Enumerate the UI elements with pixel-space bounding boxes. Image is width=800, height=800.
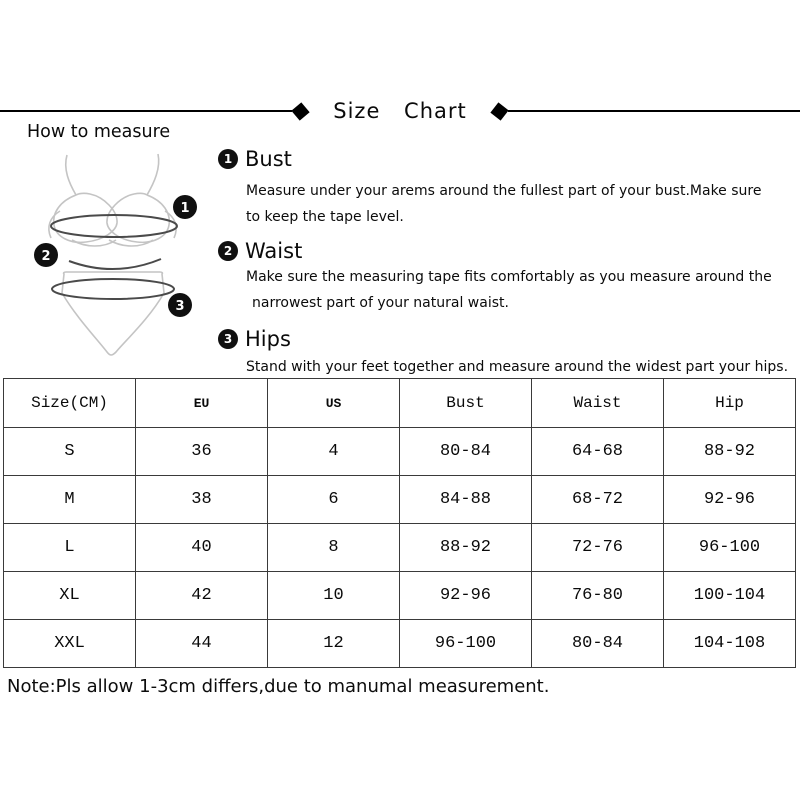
cell-hip: 88-92 [663, 427, 796, 476]
cell-bust: 88-92 [399, 523, 532, 572]
section-hips-heading: 3 Hips [218, 326, 798, 352]
divider-line-left [0, 110, 293, 112]
title-divider: Size Chart [0, 98, 800, 124]
table-row-s: S 36 4 80-84 64-68 88-92 [3, 427, 796, 476]
size-table-header-row: Size(CM) EU US Bust Waist Hip [3, 378, 796, 428]
bikini-bottom-drawing [61, 271, 165, 356]
cell-eu: 42 [135, 571, 268, 620]
measurement-note: Note:Pls allow 1-3cm differs,due to manu… [7, 676, 550, 697]
cell-us: 8 [267, 523, 400, 572]
section-bust-line-2: to keep the tape level. [246, 209, 404, 225]
section-waist: 2 Waist Make sure the measuring tape fit… [218, 238, 798, 316]
table-row-xl: XL 42 10 92-96 76-80 100-104 [3, 571, 796, 620]
cell-eu: 44 [135, 619, 268, 668]
cell-size: XL [3, 571, 136, 620]
step-2-badge-icon: 2 [218, 241, 238, 261]
column-header-bust: Bust [399, 378, 532, 428]
illustration-step-2-badge: 2 [34, 243, 58, 267]
cell-bust: 92-96 [399, 571, 532, 620]
cell-us: 12 [267, 619, 400, 668]
column-header-size: Size(CM) [3, 378, 136, 428]
cell-eu: 40 [135, 523, 268, 572]
section-waist-line-2: narrowest part of your natural waist. [252, 295, 509, 311]
step-1-badge-icon: 1 [218, 149, 238, 169]
diamond-icon-left [291, 101, 310, 121]
illustration-step-1-badge: 1 [173, 195, 197, 219]
divider-line-right [507, 110, 800, 112]
cell-waist: 68-72 [531, 475, 664, 524]
cell-bust: 84-88 [399, 475, 532, 524]
cell-hip: 96-100 [663, 523, 796, 572]
cell-size: XXL [3, 619, 136, 668]
cell-us: 4 [267, 427, 400, 476]
svg-text:3: 3 [175, 299, 184, 314]
cell-bust: 80-84 [399, 427, 532, 476]
cell-hip: 92-96 [663, 475, 796, 524]
cell-bust: 96-100 [399, 619, 532, 668]
cell-waist: 72-76 [531, 523, 664, 572]
cell-waist: 80-84 [531, 619, 664, 668]
section-waist-line-1: Make sure the measuring tape fits comfor… [246, 269, 772, 285]
cell-us: 10 [267, 571, 400, 620]
column-header-waist: Waist [531, 378, 664, 428]
table-row-l: L 40 8 88-92 72-76 96-100 [3, 523, 796, 572]
table-row-xxl: XXL 44 12 96-100 80-84 104-108 [3, 619, 796, 668]
section-bust: 1 Bust Measure under your arems around t… [218, 146, 798, 230]
cell-waist: 76-80 [531, 571, 664, 620]
page-title: Size Chart [333, 99, 467, 123]
cell-eu: 38 [135, 475, 268, 524]
section-title: Bust [245, 147, 292, 171]
illustration-step-3-badge: 3 [168, 293, 192, 317]
step-3-badge-icon: 3 [218, 329, 238, 349]
column-header-hip: Hip [663, 378, 796, 428]
section-title: Hips [245, 327, 291, 351]
cell-size: L [3, 523, 136, 572]
table-row-m: M 38 6 84-88 68-72 92-96 [3, 475, 796, 524]
section-bust-line-1: Measure under your arems around the full… [246, 183, 762, 199]
waist-tape-arc [68, 258, 162, 270]
bikini-measure-illustration: 1 2 3 [34, 153, 197, 356]
cell-hip: 104-108 [663, 619, 796, 668]
diamond-icon-right [490, 101, 509, 121]
measure-instructions: 1 Bust Measure under your arems around t… [218, 146, 798, 380]
cell-size: S [3, 427, 136, 476]
section-hips-line-1: Stand with your feet together and measur… [246, 359, 789, 375]
section-bust-heading: 1 Bust [218, 146, 798, 172]
section-waist-heading: 2 Waist [218, 238, 798, 264]
svg-text:2: 2 [41, 249, 50, 264]
section-title: Waist [245, 239, 303, 263]
size-table: Size(CM) EU US Bust Waist Hip S 36 4 80-… [3, 378, 796, 668]
cell-hip: 100-104 [663, 571, 796, 620]
section-hips: 3 Hips Stand with your feet together and… [218, 326, 798, 380]
cell-waist: 64-68 [531, 427, 664, 476]
cell-eu: 36 [135, 427, 268, 476]
cell-size: M [3, 475, 136, 524]
bikini-top-drawing [48, 153, 177, 247]
svg-text:1: 1 [180, 201, 189, 216]
column-header-eu: EU [135, 378, 268, 428]
column-header-us: US [267, 378, 400, 428]
hip-tape-ellipse [51, 278, 175, 300]
bust-tape-ellipse [50, 214, 178, 238]
how-to-measure-heading: How to measure [27, 122, 171, 142]
cell-us: 6 [267, 475, 400, 524]
